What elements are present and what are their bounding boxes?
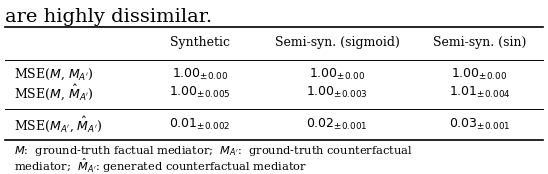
Text: MSE($M$, $\hat{M}_{A'}$): MSE($M$, $\hat{M}_{A'}$) [14, 82, 94, 102]
Text: $M$:  ground-truth factual mediator;  $M_{A'}$:  ground-truth counterfactual: $M$: ground-truth factual mediator; $M_{… [14, 144, 412, 157]
Text: MSE($M$, $M_{A'}$): MSE($M$, $M_{A'}$) [14, 66, 93, 82]
Text: Synthetic: Synthetic [170, 36, 230, 49]
Text: mediator;  $\hat{M}_{A'}$: generated counterfactual mediator: mediator; $\hat{M}_{A'}$: generated coun… [14, 157, 307, 174]
Text: $1.00_{\pm0.003}$: $1.00_{\pm0.003}$ [306, 85, 368, 100]
Text: $1.00_{\pm0.00}$: $1.00_{\pm0.00}$ [172, 66, 228, 81]
Text: Semi-syn. (sigmoid): Semi-syn. (sigmoid) [275, 36, 399, 49]
Text: $1.00_{\pm0.00}$: $1.00_{\pm0.00}$ [309, 66, 365, 81]
Text: $1.01_{\pm0.004}$: $1.01_{\pm0.004}$ [449, 85, 510, 100]
Text: $0.03_{\pm0.001}$: $0.03_{\pm0.001}$ [449, 117, 510, 132]
Text: are highly dissimilar.: are highly dissimilar. [5, 8, 213, 26]
Text: $0.02_{\pm0.001}$: $0.02_{\pm0.001}$ [306, 117, 368, 132]
Text: $0.01_{\pm0.002}$: $0.01_{\pm0.002}$ [169, 117, 231, 132]
Text: $1.00_{\pm0.00}$: $1.00_{\pm0.00}$ [452, 66, 507, 81]
Text: Semi-syn. (sin): Semi-syn. (sin) [433, 36, 526, 49]
Text: $1.00_{\pm0.005}$: $1.00_{\pm0.005}$ [169, 85, 231, 100]
Text: MSE($M_{A'}$, $\hat{M}_{A'}$): MSE($M_{A'}$, $\hat{M}_{A'}$) [14, 115, 102, 134]
